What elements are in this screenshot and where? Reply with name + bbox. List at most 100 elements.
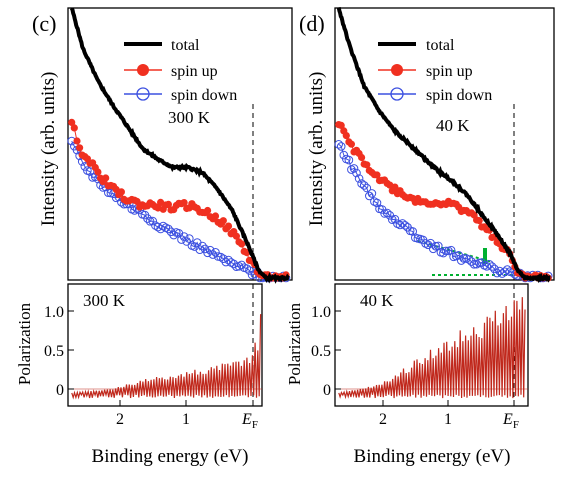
- data-point: [211, 212, 220, 220]
- panel-c-label: (c): [32, 11, 56, 36]
- panel-c-spin-up-series: [68, 118, 290, 282]
- panel-c-polarization-temperature-label: 300 K: [83, 291, 126, 310]
- legend-total-label: total: [171, 37, 200, 54]
- data-point: [474, 258, 484, 268]
- data-point: [145, 217, 155, 226]
- data-point: [475, 217, 483, 225]
- data-point: [459, 254, 469, 263]
- ytick-label: 0: [323, 382, 331, 399]
- data-point: [464, 255, 474, 264]
- data-point: [94, 168, 102, 176]
- xtick-label: 1: [182, 411, 190, 428]
- legend-spin-up-marker: [391, 64, 403, 76]
- data-point: [390, 214, 400, 224]
- data-point: [372, 198, 382, 208]
- data-point: [148, 216, 157, 226]
- panel-d-xticks: 2 1 EF: [379, 400, 519, 431]
- data-point: [359, 181, 369, 190]
- panel-c-spin-down-series: [67, 136, 291, 283]
- data-point: [158, 221, 168, 231]
- data-point: [88, 173, 97, 182]
- data-point: [431, 241, 441, 251]
- data-point: [164, 200, 172, 208]
- data-point: [349, 164, 359, 173]
- data-point: [362, 183, 372, 193]
- data-point: [358, 153, 366, 162]
- data-point: [182, 237, 191, 246]
- data-point: [373, 171, 381, 179]
- data-point: [487, 262, 497, 271]
- panel-c-polarization-frame: [67, 283, 263, 407]
- data-point: [400, 221, 410, 230]
- data-point: [367, 189, 377, 198]
- panel-d-polarization-temperature-label: 40 K: [360, 291, 394, 310]
- panel-c-total-series: [69, 7, 290, 284]
- data-point: [219, 217, 227, 225]
- data-point: [180, 199, 188, 207]
- data-point: [85, 167, 95, 176]
- data-point: [133, 197, 141, 206]
- panel-c-xlabel: Binding energy (eV): [92, 446, 249, 467]
- data-point: [485, 260, 494, 269]
- data-point: [208, 250, 218, 259]
- data-point: [76, 144, 84, 152]
- ytick-label: 0: [56, 382, 64, 399]
- data-point: [395, 220, 405, 230]
- data-point: [68, 118, 76, 126]
- data-point: [224, 222, 233, 230]
- data-point: [216, 252, 225, 262]
- data-point: [238, 240, 246, 248]
- data-point: [454, 251, 464, 260]
- panel-c-intensity-ylabel: Intensity (arb. units): [38, 72, 59, 227]
- data-point: [347, 140, 355, 148]
- data-point: [365, 191, 374, 201]
- data-point: [164, 224, 173, 234]
- panel-d: (d) total spin up spin down 40 K 40 K In…: [285, 7, 555, 467]
- panel-d-polarization-ylabel: Polarization: [285, 302, 304, 385]
- ytick-label: 0.5: [44, 343, 64, 360]
- data-point: [357, 179, 366, 188]
- panel-d-total-series: [336, 7, 551, 284]
- legend-spin-up-label: spin up: [426, 63, 473, 80]
- panel-d-label: (d): [299, 11, 325, 36]
- panel-c-polarization-series: [71, 314, 262, 400]
- data-point: [117, 188, 125, 196]
- xtick-label: 1: [444, 411, 452, 428]
- panel-d-spin-up-series: [335, 121, 552, 282]
- panel-d-xlabel: Binding energy (eV): [354, 446, 511, 467]
- panel-c-intensity-frame: [67, 7, 293, 281]
- data-point: [337, 121, 345, 129]
- data-point: [73, 137, 81, 145]
- panel-d-temperature-label: 40 K: [436, 116, 470, 135]
- data-point: [363, 161, 371, 169]
- data-point: [354, 174, 364, 183]
- data-point: [441, 246, 451, 256]
- data-point: [439, 248, 448, 258]
- data-point: [179, 232, 189, 241]
- legend-spin-up-label: spin up: [171, 63, 218, 80]
- data-point: [205, 245, 215, 255]
- data-point: [391, 183, 399, 191]
- data-point: [428, 244, 438, 254]
- data-point: [242, 264, 252, 273]
- data-point: [169, 230, 178, 240]
- panel-d-polarization-frame: [334, 283, 529, 407]
- data-point: [143, 214, 152, 223]
- data-point: [352, 168, 361, 178]
- data-point: [503, 265, 512, 274]
- panel-c-temperature-label: 300 K: [168, 108, 211, 127]
- legend-spin-down-label: spin down: [426, 87, 492, 104]
- legend-total-label: total: [426, 37, 455, 54]
- data-point: [342, 132, 350, 140]
- xtick-label-fermi: EF: [502, 411, 519, 431]
- data-point: [198, 241, 207, 251]
- xtick-label: 2: [116, 411, 124, 428]
- ytick-label: 1.0: [44, 304, 64, 321]
- data-point: [211, 248, 220, 257]
- xtick-label: 2: [379, 411, 387, 428]
- data-point: [490, 264, 499, 274]
- panel-d-polarization-yticks: 0 0.5 1.0: [311, 304, 341, 399]
- data-point: [426, 238, 435, 248]
- panel-d-polarization-series: [338, 297, 526, 400]
